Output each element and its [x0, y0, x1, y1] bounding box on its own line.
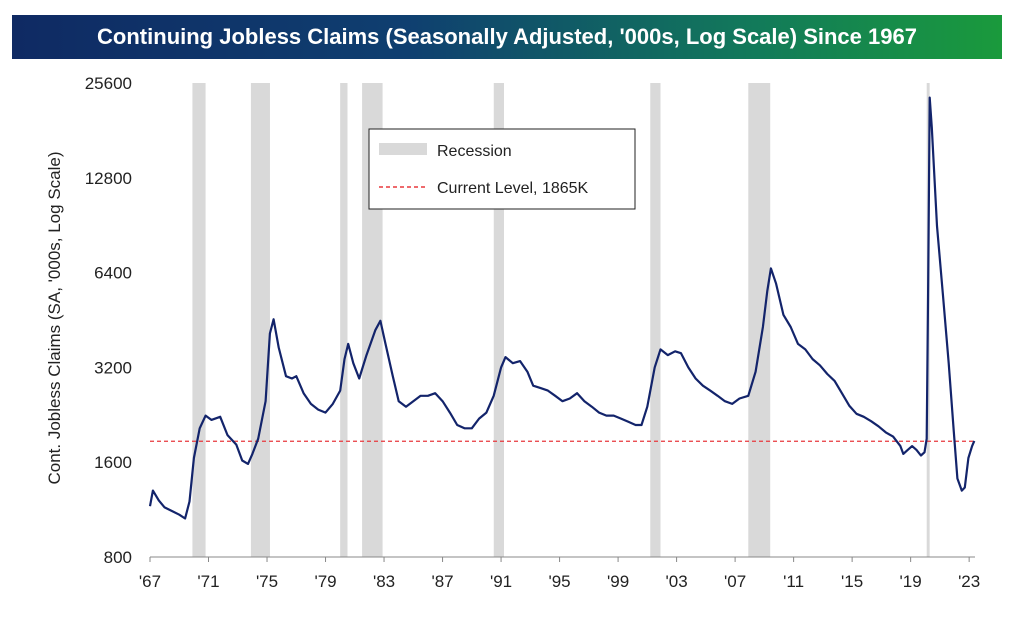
x-tick-label: '11	[783, 572, 804, 591]
legend-box	[368, 128, 636, 210]
x-tick-label: '71	[197, 572, 219, 591]
title-bar: Continuing Jobless Claims (Seasonally Ad…	[12, 15, 1002, 59]
chart-title: Continuing Jobless Claims (Seasonally Ad…	[97, 24, 917, 49]
x-tick-label: '99	[607, 572, 629, 591]
y-tick-label: 1600	[94, 453, 132, 472]
recession-band	[493, 83, 504, 557]
x-tick-label: '23	[958, 572, 980, 591]
x-tick-label: '03	[666, 572, 688, 591]
recession-band	[650, 83, 661, 557]
y-tick-label: 6400	[94, 264, 132, 283]
y-tick-label: 800	[104, 548, 132, 567]
legend-recession-swatch	[379, 143, 427, 155]
recession-band	[250, 83, 270, 557]
recession-band	[192, 83, 206, 557]
x-tick-label: '07	[724, 572, 746, 591]
x-tick-label: '15	[841, 572, 863, 591]
x-tick-label: '79	[314, 572, 336, 591]
x-tick-label: '19	[900, 572, 922, 591]
x-tick-label: '75	[256, 572, 278, 591]
recession-band	[748, 83, 771, 557]
legend: Recession Current Level, 1865K	[368, 128, 636, 210]
y-tick-labels: 800 1600 3200 6400 12800 25600	[85, 74, 132, 567]
x-tick-label: '83	[373, 572, 395, 591]
legend-current-label: Current Level, 1865K	[437, 180, 589, 197]
legend-recession-label: Recession	[437, 143, 512, 160]
recession-band	[340, 83, 348, 557]
x-tick-label: '87	[431, 572, 453, 591]
x-tick-labels: '67 '71 '75 '79 '83 '87 '91 '95 '99 '03 '07 '11 '15 '…	[139, 557, 980, 591]
y-axis-label: Cont. Jobless Claims (SA, '000s, Log Sca…	[45, 151, 64, 484]
x-tick-label: '95	[548, 572, 570, 591]
y-tick-label: 25600	[85, 74, 132, 93]
y-tick-label: 12800	[85, 169, 132, 188]
continuing-claims-line	[148, 96, 976, 520]
x-tick-label: '67	[139, 572, 161, 591]
x-tick-label: '91	[490, 572, 512, 591]
y-tick-label: 3200	[94, 358, 132, 377]
